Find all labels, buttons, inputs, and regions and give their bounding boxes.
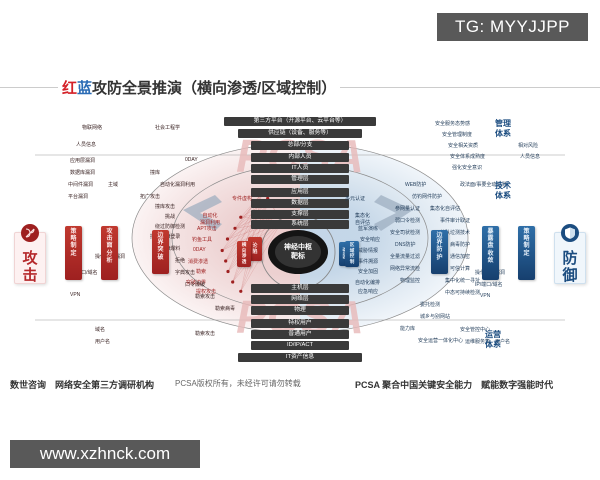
svg-text:靶标: 靶标 <box>291 251 305 260</box>
svg-text:神经中枢: 神经中枢 <box>284 242 312 251</box>
